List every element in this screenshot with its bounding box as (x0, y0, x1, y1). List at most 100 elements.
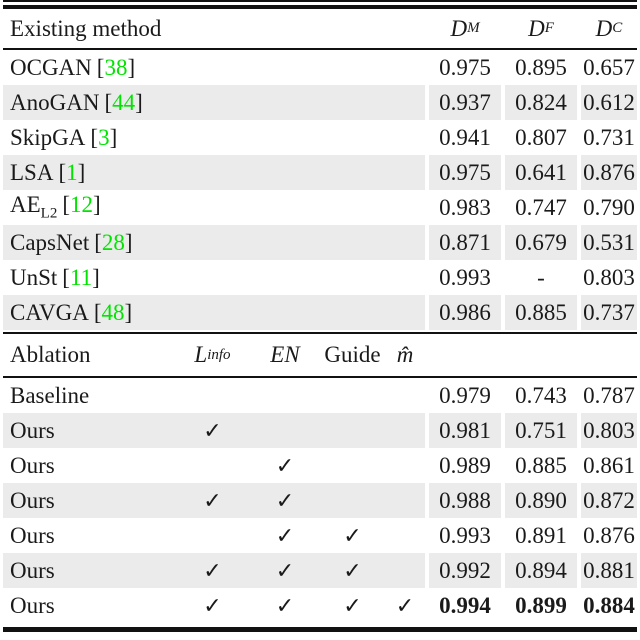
dm-value: 0.993 (439, 522, 491, 548)
check-mark: ✓ (343, 592, 362, 618)
table-row-anogan: AnoGAN [44] 0.937 0.824 0.612 (3, 85, 637, 120)
table-row-ours-1: Ours ✓ 0.981 0.751 0.803 (3, 413, 637, 448)
check-mark: ✓ (275, 557, 295, 583)
df-value: 0.751 (505, 413, 577, 448)
check-mark: ✓ (275, 452, 295, 478)
col-header-guide: Guide (324, 342, 381, 367)
dc-value: 0.657 (583, 54, 635, 80)
check-mark: ✓ (395, 592, 415, 618)
dm-value: 0.989 (439, 452, 491, 478)
check-mark: ✓ (275, 487, 295, 513)
dc-value: 0.531 (581, 225, 637, 260)
df-value: 0.743 (515, 382, 567, 408)
top-rule-thick (3, 5, 637, 9)
citation-link[interactable]: 12 (70, 192, 94, 218)
dc-value: 0.787 (583, 382, 635, 408)
df-value: 0.890 (505, 483, 577, 518)
ablation-label: Ours (10, 487, 55, 513)
citation-link[interactable]: 3 (98, 124, 110, 150)
dm-value: 0.993 (439, 264, 491, 290)
method-label: OCGAN [38] (10, 54, 136, 80)
df-value: 0.894 (505, 553, 577, 588)
dc-value: 0.731 (583, 124, 635, 150)
dc-value: 0.612 (581, 85, 637, 120)
dm-value: 0.988 (429, 483, 501, 518)
table-row-ours-2: Ours ✓ 0.989 0.885 0.861 (3, 448, 637, 483)
citation-link[interactable]: 11 (69, 264, 93, 290)
dm-value: 0.941 (439, 124, 491, 150)
dm-value: 0.986 (429, 295, 501, 330)
col-header-en: EN (270, 342, 300, 367)
method-label: UnSt [11] (10, 264, 100, 290)
method-label: AEL2 [12] (10, 192, 101, 222)
ablation-label: Ours (10, 417, 55, 443)
ablation-header-spacer-dm (429, 334, 501, 376)
table-row-ours-3: Ours ✓ ✓ 0.988 0.890 0.872 (3, 483, 637, 518)
dc-value: 0.881 (581, 553, 637, 588)
table-row-lsa: LSA [1] 0.975 0.641 0.876 (3, 155, 637, 190)
check-mark: ✓ (203, 592, 222, 618)
dm-value: 0.981 (429, 413, 501, 448)
df-value: 0.895 (515, 54, 567, 80)
col-header-mhat: m̂ (396, 342, 414, 367)
table-row-ours-6-best: Ours ✓ ✓ ✓ ✓ 0.994 0.899 0.884 (3, 588, 637, 623)
dc-value: 0.737 (581, 295, 637, 330)
dc-value: 0.803 (583, 264, 635, 290)
check-mark: ✓ (203, 487, 222, 513)
check-mark: ✓ (203, 557, 222, 583)
df-value: 0.885 (515, 452, 567, 478)
citation-link[interactable]: 44 (112, 89, 136, 115)
table-row-unst: UnSt [11] 0.993 - 0.803 (3, 260, 637, 295)
dc-value: 0.790 (583, 194, 635, 220)
citation-link[interactable]: 48 (101, 299, 125, 325)
dc-value: 0.876 (581, 155, 637, 190)
citation-link[interactable]: 1 (66, 159, 78, 185)
ablation-label: Ours (10, 522, 55, 548)
df-value: 0.679 (505, 225, 577, 260)
check-mark: ✓ (343, 557, 362, 583)
df-value: 0.891 (515, 522, 567, 548)
dc-value: 0.876 (583, 522, 635, 548)
dm-value: 0.983 (439, 194, 491, 220)
citation-link[interactable]: 38 (104, 54, 128, 80)
ablation-header-label: Ablation (10, 342, 91, 367)
existing-header-rule (3, 48, 637, 50)
df-value: 0.807 (515, 124, 567, 150)
table-row-ours-4: Ours ✓ ✓ 0.993 0.891 0.876 (3, 518, 637, 553)
existing-header-label: Existing method (10, 15, 162, 41)
df-value: 0.885 (505, 295, 577, 330)
table-row-capsnet: CapsNet [28] 0.871 0.679 0.531 (3, 225, 637, 260)
ablation-header-spacer-df (505, 334, 577, 376)
df-value: 0.824 (505, 85, 577, 120)
dm-value: 0.979 (439, 382, 491, 408)
citation-link[interactable]: 28 (101, 229, 125, 255)
df-value: 0.747 (515, 194, 567, 220)
dm-value-best: 0.994 (439, 592, 491, 618)
bottom-rule (3, 627, 637, 632)
method-label-subscript: L2 (40, 205, 58, 222)
table-row-ocgan: OCGAN [38] 0.975 0.895 0.657 (3, 50, 637, 85)
method-label: CapsNet [28] (10, 229, 133, 255)
df-value-best: 0.899 (515, 592, 567, 618)
dc-value-best: 0.884 (583, 592, 635, 618)
ablation-header-rule (3, 376, 637, 378)
method-label: LSA [1] (10, 159, 86, 185)
dm-value: 0.992 (429, 553, 501, 588)
ablation-label: Ours (10, 592, 55, 618)
section-divider-rule (3, 332, 637, 334)
table-row-cavga: CAVGA [48] 0.986 0.885 0.737 (3, 295, 637, 330)
method-label: SkipGA [3] (10, 124, 118, 150)
table-row-ours-5: Ours ✓ ✓ ✓ 0.992 0.894 0.881 (3, 553, 637, 588)
dc-value: 0.872 (581, 483, 637, 518)
dm-value: 0.975 (439, 54, 491, 80)
ablation-label: Baseline (10, 382, 90, 408)
method-label: CAVGA [48] (10, 299, 133, 325)
dm-value: 0.937 (429, 85, 501, 120)
